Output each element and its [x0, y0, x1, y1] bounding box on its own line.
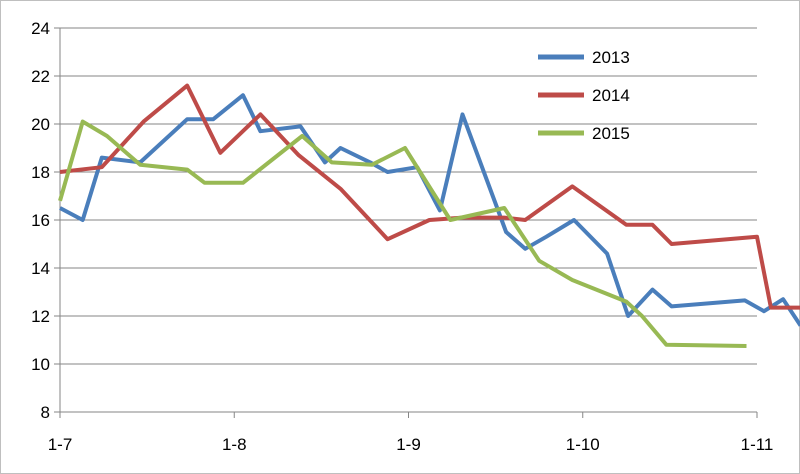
gridlines — [60, 27, 757, 365]
y-tick-label: 22 — [31, 67, 50, 86]
series-line-2014 — [59, 83, 800, 310]
x-tick-label: 1-10 — [566, 435, 600, 454]
series-line-2013 — [59, 93, 800, 327]
series-line-2015 — [58, 119, 747, 348]
legend: 2013 2014 2015 — [538, 48, 630, 143]
x-tick-label: 1-11 — [741, 435, 774, 454]
legend-label-2014: 2014 — [592, 86, 630, 105]
legend-label-2013: 2013 — [592, 48, 630, 67]
y-axis-tick-labels: 8 10 12 14 16 18 20 22 24 — [31, 19, 50, 422]
x-tick-label: 1-7 — [48, 435, 73, 454]
legend-label-2015: 2015 — [592, 124, 630, 143]
x-tick-label: 1-8 — [222, 435, 247, 454]
axes — [54, 27, 758, 418]
x-axis-tick-labels: 1-7 1-8 1-9 1-10 1-11 — [48, 435, 774, 454]
y-tick-label: 10 — [31, 355, 50, 374]
y-tick-label: 14 — [31, 259, 50, 278]
x-tick-label: 1-9 — [396, 435, 421, 454]
y-tick-label: 18 — [31, 163, 50, 182]
y-tick-label: 8 — [41, 403, 50, 422]
y-tick-label: 16 — [31, 211, 50, 230]
y-tick-label: 12 — [31, 307, 50, 326]
y-tick-label: 20 — [31, 115, 50, 134]
series-lines — [58, 83, 800, 348]
y-tick-label: 24 — [31, 19, 50, 38]
